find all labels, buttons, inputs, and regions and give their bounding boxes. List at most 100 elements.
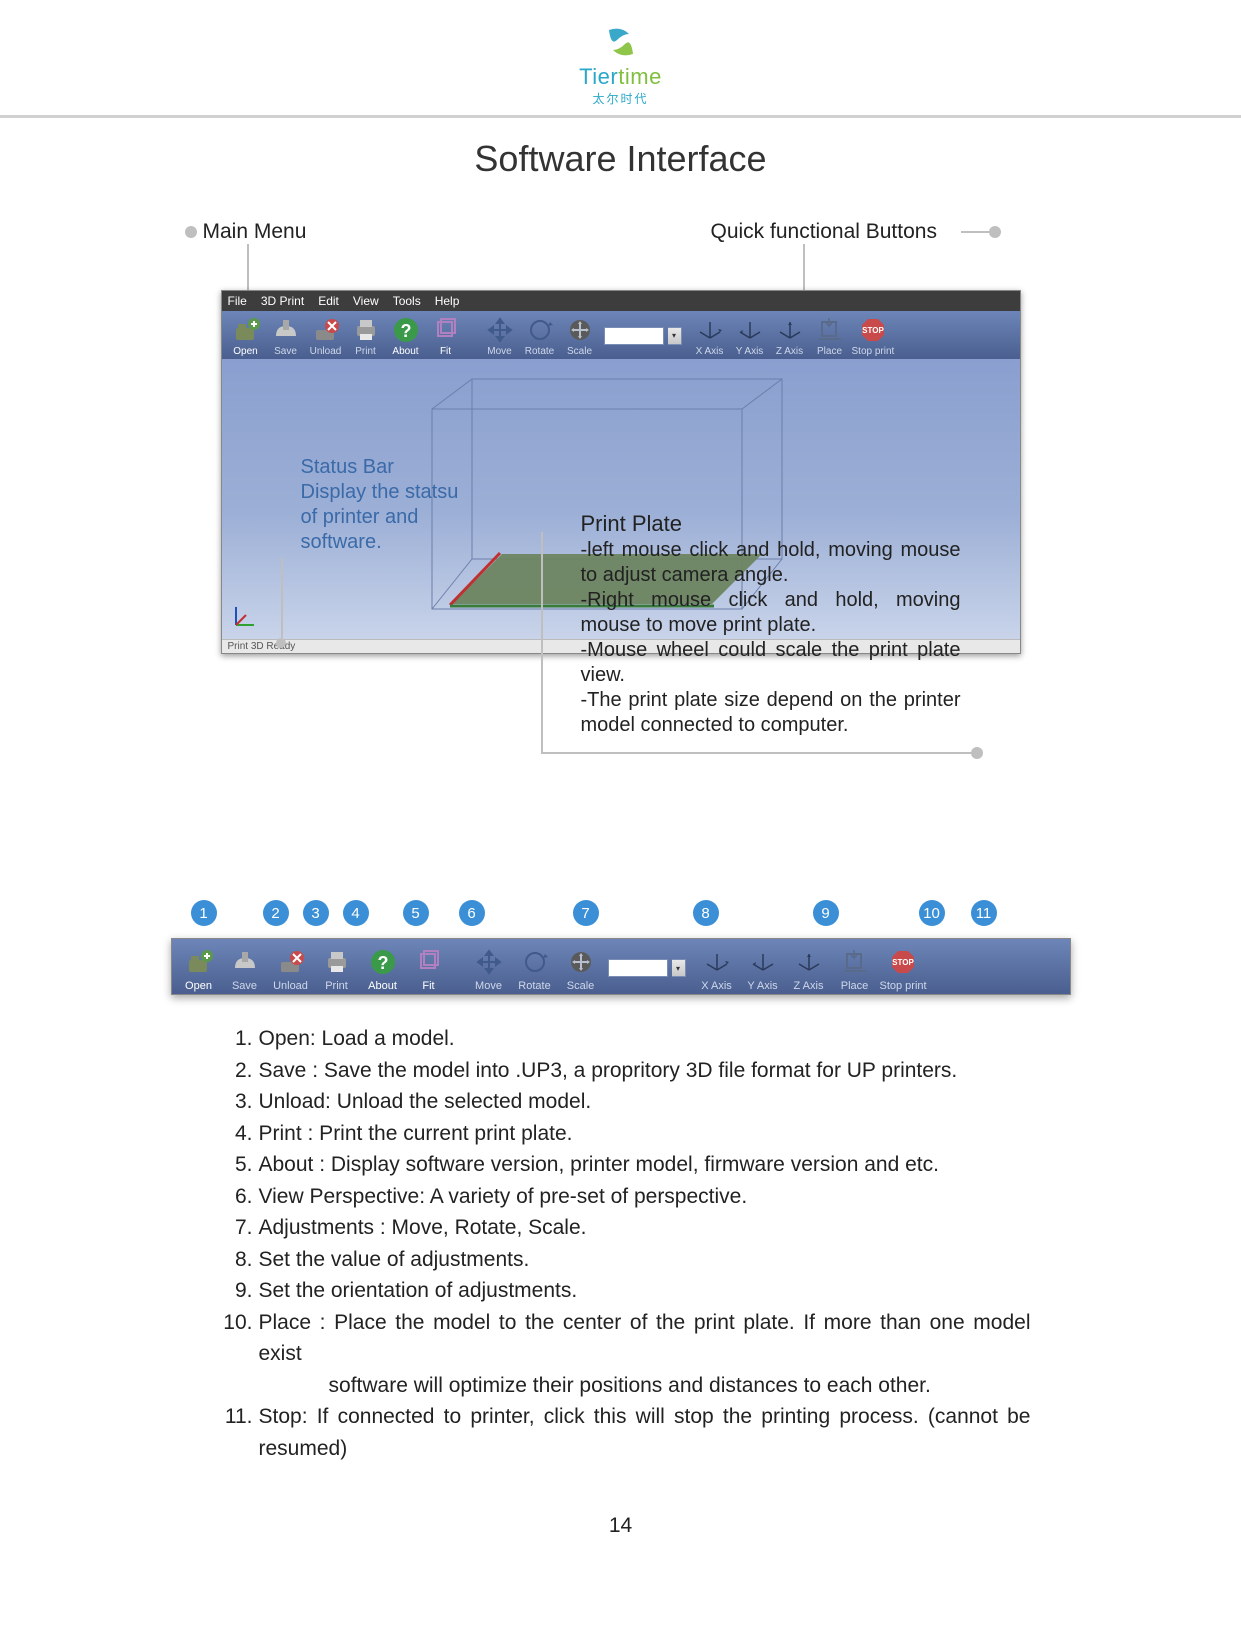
adjust-value-input[interactable] (604, 327, 664, 345)
toolbar-label: Scale (567, 980, 595, 992)
x-axis-icon (701, 946, 733, 978)
toolbar-scale-button[interactable]: Scale (560, 314, 600, 357)
toolbar-label: Save (232, 980, 257, 992)
toolbar-label: About (392, 346, 418, 357)
toolbar-label: Rotate (518, 980, 550, 992)
toolbar-label: Place (817, 346, 842, 357)
toolbar-unload-button[interactable]: Unload (306, 314, 346, 357)
adjust-value-dropdown[interactable]: ▾ (668, 327, 682, 345)
stop-print-icon: STOP (887, 946, 919, 978)
toolbar-place-button[interactable]: Place (810, 314, 850, 357)
legend-text: Set the value of adjustments. (259, 1244, 1071, 1276)
toolbar-open-button[interactable]: Open (226, 314, 266, 357)
toolbar-x-axis-button[interactable]: X Axis (694, 944, 740, 992)
legend-num: 5. (215, 1149, 259, 1181)
print-icon (352, 316, 380, 344)
legend-text: Stop: If connected to printer, click thi… (259, 1401, 1071, 1464)
svg-text:STOP: STOP (892, 958, 914, 967)
toolbar-label: Print (355, 346, 376, 357)
toolbar-stop-print-button[interactable]: STOP Stop print (850, 314, 897, 357)
adjust-value-dropdown[interactable]: ▾ (672, 959, 686, 977)
legend-text: Set the orientation of adjustments. (259, 1275, 1071, 1307)
toolbar-unload-button[interactable]: Unload (268, 944, 314, 992)
legend-row: 3.Unload: Unload the selected model. (215, 1086, 1071, 1118)
legend-number-9: 9 (813, 900, 839, 926)
menu-item-help[interactable]: Help (435, 294, 460, 308)
toolbar-label: Stop print (880, 980, 927, 992)
print-icon (321, 946, 353, 978)
svg-text:STOP: STOP (862, 326, 884, 335)
brand-subtitle: 太尔时代 (0, 90, 1241, 107)
menu-item-edit[interactable]: Edit (318, 294, 339, 308)
toolbar-rotate-button[interactable]: Rotate (512, 944, 558, 992)
menu-item-file[interactable]: File (228, 294, 247, 308)
toolbar-scale-button[interactable]: Scale (558, 944, 604, 992)
adjust-value-input[interactable] (608, 959, 668, 977)
stop-print-icon: STOP (859, 316, 887, 344)
toolbar-label: Open (233, 346, 257, 357)
toolbar-y-axis-button[interactable]: Y Axis (730, 314, 770, 357)
scale-icon (565, 946, 597, 978)
brand-word-b: time (618, 64, 662, 89)
toolbar-label: Z Axis (794, 980, 824, 992)
menu-item-tools[interactable]: Tools (393, 294, 421, 308)
move-icon (486, 316, 514, 344)
toolbar-x-axis-button[interactable]: X Axis (690, 314, 730, 357)
toolbar-fit-button[interactable]: Fit (406, 944, 452, 992)
toolbar-move-button[interactable]: Move (466, 944, 512, 992)
brand-wordmark: Tiertime (0, 64, 1241, 90)
toolbar-about-button[interactable]: ?About (386, 314, 426, 357)
toolbar-rotate-button[interactable]: Rotate (520, 314, 560, 357)
legend-list: 1.Open: Load a model.2.Save : Save the m… (215, 1023, 1071, 1464)
brand-header: Tiertime 太尔时代 (0, 20, 1241, 118)
legend-row: 2.Save : Save the model into .UP3, a pro… (215, 1055, 1071, 1087)
move-icon (473, 946, 505, 978)
toolbar-label: Stop print (852, 346, 895, 357)
toolbar-z-axis-button[interactable]: Z Axis (770, 314, 810, 357)
save-icon (229, 946, 261, 978)
toolbar-move-button[interactable]: Move (480, 314, 520, 357)
place-icon (816, 316, 844, 344)
page-title: Software Interface (0, 138, 1241, 180)
rotate-icon (526, 316, 554, 344)
z-axis-icon (793, 946, 825, 978)
legend-number-11: 11 (971, 900, 997, 926)
legend-number-4: 4 (343, 900, 369, 926)
menu-item-view[interactable]: View (353, 294, 379, 308)
toolbar-place-button[interactable]: Place (832, 944, 878, 992)
toolbar-label: X Axis (696, 346, 724, 357)
toolbar-y-axis-button[interactable]: Y Axis (740, 944, 786, 992)
legend-num: 2. (215, 1055, 259, 1087)
toolbar-stop-print-button[interactable]: STOP Stop print (878, 944, 929, 992)
legend-text: Adjustments : Move, Rotate, Scale. (259, 1212, 1071, 1244)
legend-num: 7. (215, 1212, 259, 1244)
z-axis-icon (776, 316, 804, 344)
toolbar-label: About (368, 980, 397, 992)
toolbar-label: X Axis (701, 980, 732, 992)
legend-num: 9. (215, 1275, 259, 1307)
x-axis-icon (696, 316, 724, 344)
legend-number-8: 8 (693, 900, 719, 926)
menu-bar: File 3D Print Edit View Tools Help (222, 291, 1020, 311)
toolbar-fit-button[interactable]: Fit (426, 314, 466, 357)
toolbar-label: Fit (422, 980, 434, 992)
legend-num: 11. (215, 1401, 259, 1464)
legend-row: 10.Place : Place the model to the center… (215, 1307, 1071, 1402)
toolbar-about-button[interactable]: ? About (360, 944, 406, 992)
toolbar-label: Place (841, 980, 869, 992)
toolbar-label: Fit (440, 346, 451, 357)
toolbar-label: Unload (310, 346, 342, 357)
toolbar-save-button[interactable]: Save (266, 314, 306, 357)
toolbar-save-button[interactable]: Save (222, 944, 268, 992)
legend-row: 1.Open: Load a model. (215, 1023, 1071, 1055)
legend-number-1: 1 (191, 900, 217, 926)
toolbar-print-button[interactable]: Print (346, 314, 386, 357)
svg-text:?: ? (377, 953, 388, 973)
menu-item-3dprint[interactable]: 3D Print (261, 294, 304, 308)
toolbar-open-button[interactable]: Open (176, 944, 222, 992)
toolbar-z-axis-button[interactable]: Z Axis (786, 944, 832, 992)
callout-main-menu: Main Menu (185, 220, 307, 244)
page-number: 14 (0, 1514, 1241, 1538)
toolbar-print-button[interactable]: Print (314, 944, 360, 992)
legend-num: 4. (215, 1118, 259, 1150)
